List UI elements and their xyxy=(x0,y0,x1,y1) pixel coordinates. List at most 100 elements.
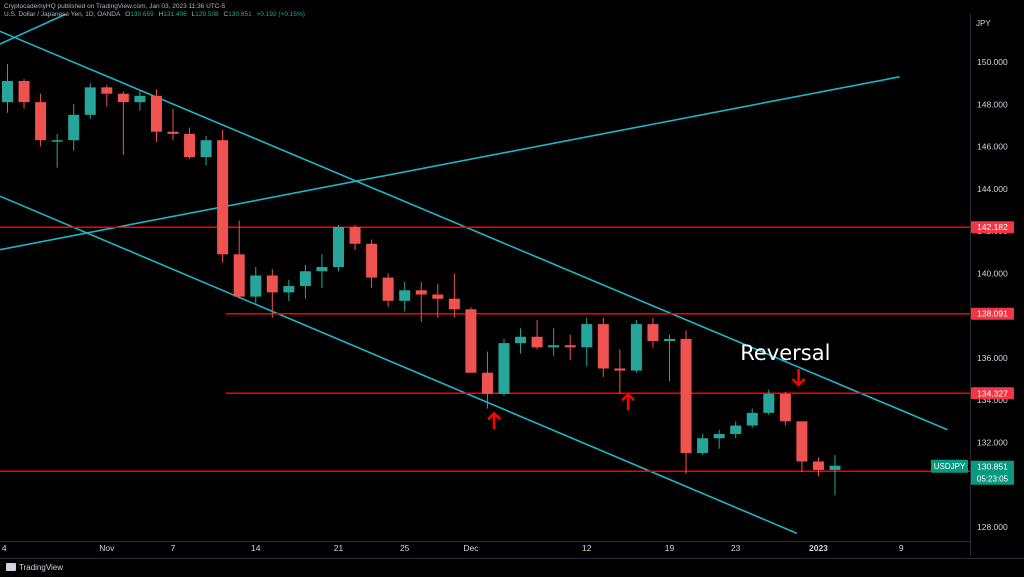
publisher-line: CryptocademyHQ published on TradingView.… xyxy=(4,3,226,10)
x-tick-label: Nov xyxy=(99,543,115,553)
candle-body xyxy=(498,343,510,394)
x-tick-label: 14 xyxy=(251,543,261,553)
trend-line xyxy=(0,76,900,251)
candle-body xyxy=(531,336,543,348)
candle-body xyxy=(316,267,328,272)
price-axis-divider xyxy=(970,14,971,556)
candle-body xyxy=(366,243,378,278)
chart-header: CryptocademyHQ published on TradingView.… xyxy=(4,3,308,18)
y-tick-label: 146.000 xyxy=(977,142,1008,152)
x-tick-label: 21 xyxy=(334,543,344,553)
symbol-tag-label: USDJPY xyxy=(934,462,966,471)
up-arrow-icon xyxy=(487,411,501,430)
level-price-label: 142.182 xyxy=(977,222,1008,232)
candle-body xyxy=(134,95,146,103)
reversal-label: Reversal xyxy=(740,341,830,365)
candle-body xyxy=(382,277,394,301)
ohlc-low: L129.508 xyxy=(191,11,219,18)
candle-body xyxy=(730,425,742,434)
ohlc-high: H131.406 xyxy=(158,11,187,18)
candle-body xyxy=(763,393,775,413)
x-tick-label: 4 xyxy=(2,543,7,553)
candle-body xyxy=(779,393,791,422)
brand-name: TradingView xyxy=(19,563,64,572)
candle-body xyxy=(597,324,609,369)
x-tick-label: 2023 xyxy=(809,543,828,553)
y-tick-label: 150.000 xyxy=(977,57,1008,67)
x-tick-label: 9 xyxy=(899,543,904,553)
level-price-label: 138.091 xyxy=(977,309,1008,319)
candle-body xyxy=(812,461,824,470)
candle-body xyxy=(283,286,295,293)
candle-body xyxy=(333,226,344,268)
price-axis-bg xyxy=(971,14,1024,541)
candle-body xyxy=(465,309,477,373)
candle-body xyxy=(184,133,196,158)
ohlc-change: +0.192 (+0.15%) xyxy=(256,11,305,18)
footer-bar: TradingView xyxy=(0,558,1024,577)
x-tick-label: 7 xyxy=(171,543,176,553)
candle-body xyxy=(481,372,493,394)
level-price-label: 134.327 xyxy=(977,388,1008,398)
time-axis-divider xyxy=(0,541,970,542)
symbol-name: U.S. Dollar / Japanese Yen, 1D, OANDA xyxy=(4,11,121,18)
level-price-tag xyxy=(971,307,1014,320)
candle-body xyxy=(266,275,278,293)
candle-body xyxy=(564,345,576,348)
x-tick-label: 23 xyxy=(731,543,741,553)
up-arrow-icon xyxy=(621,392,636,411)
y-tick-label: 144.000 xyxy=(977,184,1008,194)
candle-body xyxy=(200,140,212,158)
candle-body xyxy=(796,421,808,462)
down-arrow-icon xyxy=(791,368,806,387)
candle-body xyxy=(250,275,262,297)
candle-body xyxy=(548,345,560,348)
candle-body xyxy=(432,294,444,299)
trend-line xyxy=(0,195,798,535)
bar-countdown-label: 05:23:05 xyxy=(977,475,1009,484)
candle-body xyxy=(84,87,96,115)
candle-body xyxy=(399,290,411,301)
last-price-tag xyxy=(971,460,1014,485)
candle-body xyxy=(35,102,47,141)
ohlc-open: O130.659 xyxy=(125,11,154,18)
candle-body xyxy=(829,465,841,470)
trend-line xyxy=(0,14,68,45)
candle-body xyxy=(647,324,659,341)
y-tick-label: 134.000 xyxy=(977,395,1008,405)
y-tick-label: 128.000 xyxy=(977,522,1008,532)
x-tick-label: 12 xyxy=(582,543,592,553)
symbol-tag xyxy=(931,459,968,473)
candle-body xyxy=(630,324,642,371)
y-tick-label: 132.000 xyxy=(977,437,1008,447)
last-price-label: 130.851 xyxy=(977,462,1008,472)
level-price-tag xyxy=(971,221,1014,234)
candle-body xyxy=(581,324,593,348)
y-tick-label: 136.000 xyxy=(977,353,1008,363)
candle-body xyxy=(68,114,80,141)
candle-body xyxy=(713,434,725,439)
tradingview-logo[interactable]: TradingView xyxy=(6,563,63,572)
candle-body xyxy=(415,290,427,295)
candle-body xyxy=(664,338,675,341)
candle-body xyxy=(515,336,527,344)
level-price-tag xyxy=(971,387,1014,400)
candle-body xyxy=(746,412,758,426)
candle-body xyxy=(680,338,692,454)
candle-body xyxy=(117,93,129,103)
currency-label: JPY xyxy=(976,19,991,28)
candle-body xyxy=(233,254,245,297)
tradingview-logo-icon xyxy=(6,563,16,571)
ohlc-close: C130.851 xyxy=(223,11,252,18)
x-tick-label: 19 xyxy=(665,543,675,553)
candle-body xyxy=(167,131,179,134)
candle-body xyxy=(217,140,229,255)
candle-body xyxy=(448,298,460,310)
candle-body xyxy=(51,140,63,142)
y-tick-label: 140.000 xyxy=(977,268,1008,278)
x-tick-label: Dec xyxy=(463,543,479,553)
y-tick-label: 148.000 xyxy=(977,99,1008,109)
candle-body xyxy=(18,81,30,103)
ohlc-legend: U.S. Dollar / Japanese Yen, 1D, OANDA O1… xyxy=(4,11,308,18)
